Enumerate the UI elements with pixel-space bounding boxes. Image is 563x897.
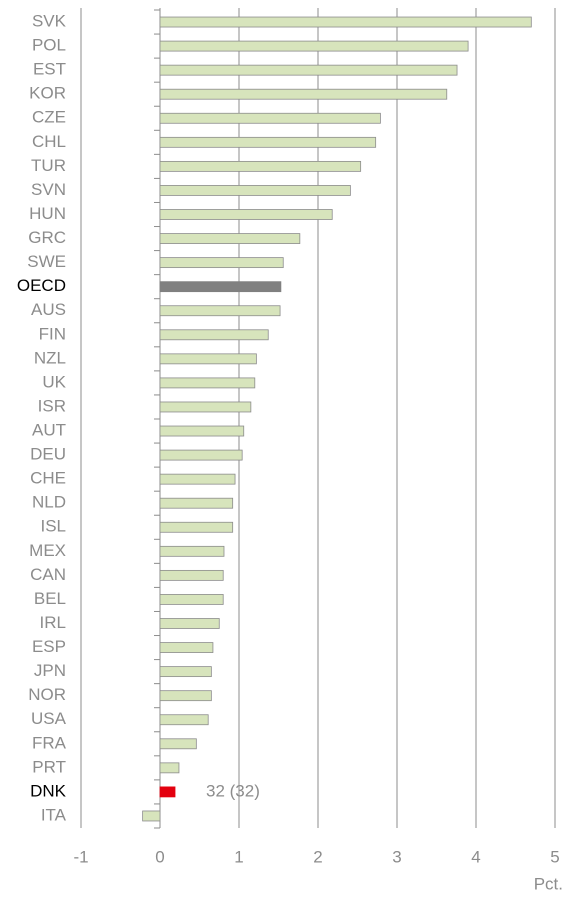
- y-tick-label: NLD: [32, 493, 66, 512]
- bar: [159, 666, 212, 678]
- bar: [159, 329, 269, 341]
- bar: [159, 762, 180, 774]
- bar: [159, 209, 333, 220]
- y-tick-label: NZL: [34, 348, 66, 367]
- bar: [159, 136, 377, 148]
- bar: [159, 642, 214, 653]
- y-tick-label: SVN: [31, 180, 66, 199]
- y-tick-label: TUR: [31, 156, 66, 175]
- y-tick-label: AUT: [32, 421, 66, 440]
- y-tick-label: FIN: [39, 324, 66, 343]
- y-tick-label: IRL: [40, 613, 66, 632]
- x-tick-label: 4: [471, 847, 480, 866]
- bar: [159, 545, 225, 557]
- y-tick-label: CZE: [32, 108, 66, 127]
- y-tick-label: SWE: [27, 252, 66, 271]
- y-tick-label: NOR: [28, 685, 66, 704]
- y-tick-label: SVK: [32, 12, 67, 31]
- y-tick-label: PRT: [32, 757, 66, 776]
- y-tick-label: GRC: [28, 228, 66, 247]
- bar: [159, 40, 469, 52]
- bar: [159, 521, 234, 533]
- bar: [159, 185, 351, 196]
- y-tick-label: ESP: [32, 637, 66, 656]
- y-tick-label: MEX: [29, 541, 66, 560]
- bar: [159, 377, 256, 389]
- y-tick-label: CAN: [30, 565, 66, 584]
- bar: [159, 738, 197, 750]
- x-tick-label: 3: [392, 847, 401, 866]
- x-tick-label: 0: [155, 847, 164, 866]
- y-tick-label: FRA: [32, 733, 67, 752]
- bar: [159, 64, 458, 76]
- y-tick-label: OECD: [17, 276, 66, 295]
- bar: [159, 449, 243, 461]
- y-tick-label: JPN: [34, 661, 66, 680]
- bar: [159, 594, 224, 605]
- x-axis-label: Pct.: [534, 874, 563, 893]
- bar: [159, 281, 282, 293]
- y-tick-label: USA: [31, 709, 67, 728]
- bar: [159, 569, 224, 581]
- bar: [159, 401, 252, 413]
- x-tick-label: 5: [550, 847, 559, 866]
- bar: [159, 473, 236, 485]
- x-tick-label: -1: [73, 847, 88, 866]
- bar: [159, 353, 257, 365]
- y-tick-label: DEU: [30, 445, 66, 464]
- bar: [159, 714, 209, 726]
- y-tick-label: POL: [32, 36, 66, 55]
- x-tick-label: 1: [234, 847, 243, 866]
- x-tick-label: 2: [313, 847, 322, 866]
- bar: [159, 112, 381, 124]
- y-tick-label: AUS: [31, 300, 66, 319]
- y-tick-label: ISR: [38, 396, 66, 415]
- y-tick-label: HUN: [29, 204, 66, 223]
- y-tick-label: KOR: [29, 84, 66, 103]
- bar: [159, 16, 532, 28]
- bar: [159, 618, 220, 629]
- y-tick-label: BEL: [34, 589, 66, 608]
- y-tick-label: CHL: [32, 132, 66, 151]
- y-tick-label: ISL: [40, 517, 66, 536]
- bar: [159, 497, 234, 509]
- bar: [159, 233, 301, 244]
- y-tick-label: EST: [33, 60, 66, 79]
- y-tick-label: ITA: [41, 805, 67, 824]
- bar: [159, 690, 212, 702]
- bar: [159, 786, 176, 798]
- bar: [159, 160, 362, 172]
- bar: [159, 425, 245, 437]
- annotation: 32 (32): [206, 781, 260, 800]
- y-tick-label: DNK: [30, 781, 67, 800]
- bar: [159, 257, 284, 269]
- bar: [159, 305, 281, 317]
- bar: [142, 810, 161, 822]
- y-tick-label: UK: [42, 372, 66, 391]
- bar: [159, 88, 448, 100]
- y-tick-label: CHE: [30, 469, 66, 488]
